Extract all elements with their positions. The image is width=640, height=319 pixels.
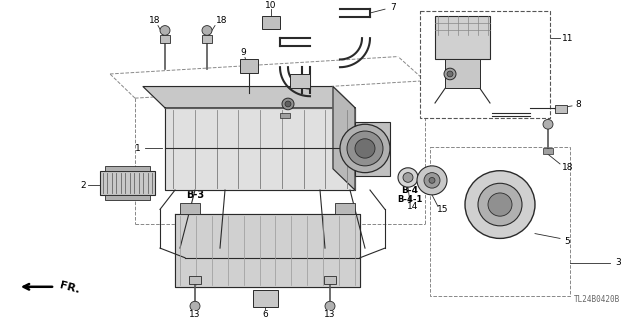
Bar [280,113,290,118]
Circle shape [488,193,512,216]
Circle shape [190,301,200,311]
Circle shape [478,183,522,226]
Text: 7: 7 [390,3,396,12]
Circle shape [282,98,294,110]
Text: 11: 11 [563,34,573,43]
Bar [555,105,567,113]
Circle shape [285,101,291,107]
Text: 18: 18 [216,16,228,25]
Text: 5: 5 [564,237,570,246]
Bar [335,203,355,214]
Bar [262,16,280,29]
Polygon shape [143,86,355,108]
Text: 8: 8 [575,100,581,109]
Bar [100,171,155,195]
Text: 9: 9 [240,48,246,57]
Text: 10: 10 [265,1,276,10]
Circle shape [340,124,390,173]
Text: 4: 4 [269,126,275,135]
Text: 6: 6 [262,310,268,319]
Text: 1: 1 [135,144,141,153]
Bar [160,35,170,43]
Bar [355,122,390,175]
Bar [430,146,570,296]
Text: 18: 18 [563,163,573,172]
Bar [180,203,200,214]
Circle shape [202,26,212,35]
Circle shape [429,177,435,183]
Bar [105,166,150,171]
Bar [202,35,212,43]
Text: 13: 13 [189,310,201,319]
Bar [435,16,490,59]
Text: B-4-1: B-4-1 [397,195,422,204]
Bar [445,59,480,88]
Text: 18: 18 [149,16,161,25]
Circle shape [447,71,453,77]
Polygon shape [333,86,355,190]
Bar [253,290,278,307]
Text: 14: 14 [407,202,419,211]
Polygon shape [175,214,360,287]
Circle shape [424,173,440,188]
Text: 19: 19 [481,82,493,91]
Bar [105,195,150,200]
Bar [189,276,201,284]
Text: 2: 2 [80,181,86,190]
Circle shape [444,68,456,80]
Polygon shape [165,108,355,190]
Bar [290,74,310,87]
Circle shape [398,168,418,187]
Circle shape [403,173,413,182]
Circle shape [543,119,553,129]
Circle shape [325,301,335,311]
Text: 15: 15 [437,205,449,214]
Bar [324,276,336,284]
Bar [240,59,258,73]
Circle shape [355,139,375,158]
Text: FR.: FR. [58,280,81,295]
Text: TL24B0420B: TL24B0420B [573,295,620,304]
Circle shape [160,26,170,35]
Text: B-4: B-4 [401,186,419,195]
Text: 3: 3 [615,258,621,267]
Text: 13: 13 [324,310,336,319]
Circle shape [417,166,447,195]
Text: 12: 12 [307,92,317,101]
Circle shape [465,171,535,238]
Bar [420,11,550,117]
Text: B-3: B-3 [186,190,204,200]
Text: 16: 16 [324,94,336,103]
Bar [543,148,553,154]
Circle shape [347,131,383,166]
